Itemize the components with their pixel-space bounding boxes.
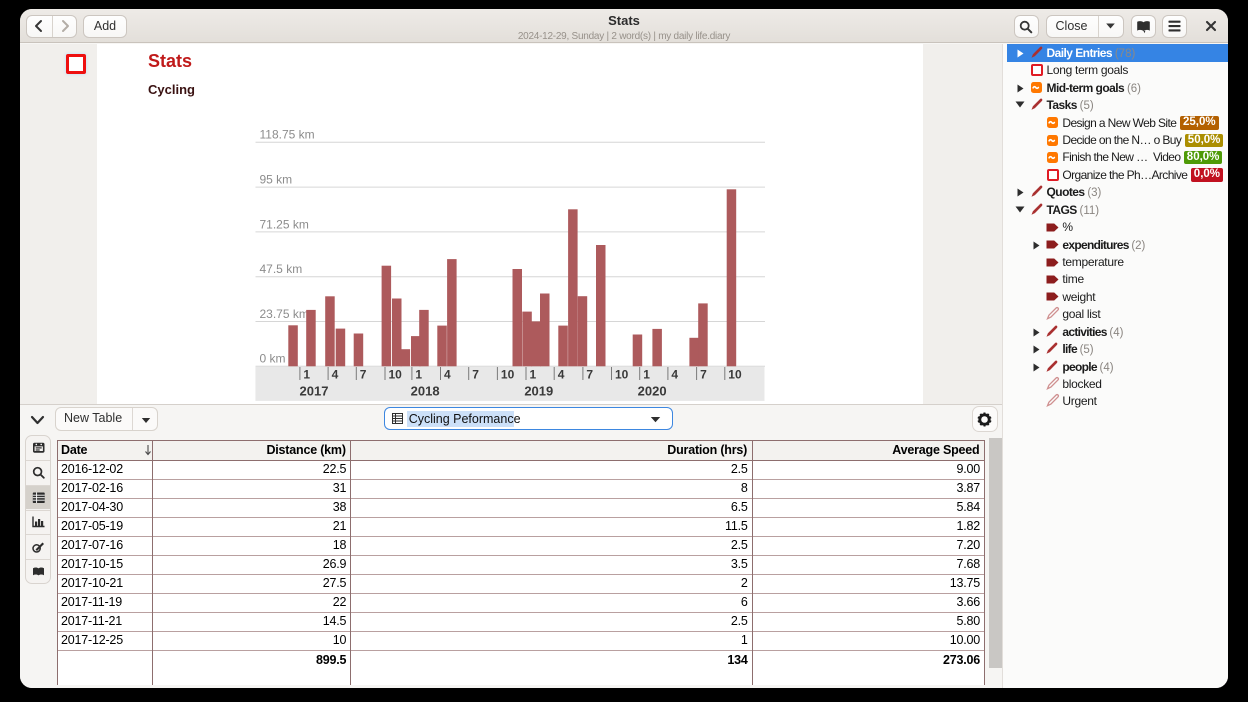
svg-text:95 km: 95 km [260, 173, 293, 187]
svg-text:1: 1 [530, 368, 537, 382]
svg-text:118.75 km: 118.75 km [260, 128, 315, 142]
svg-text:23.75 km: 23.75 km [260, 307, 309, 321]
svg-text:2017: 2017 [300, 384, 329, 399]
svg-text:7: 7 [472, 368, 479, 382]
svg-text:4: 4 [332, 368, 339, 382]
svg-text:10: 10 [615, 368, 629, 382]
svg-text:2020: 2020 [638, 384, 667, 399]
svg-text:47.5 km: 47.5 km [260, 262, 303, 276]
svg-text:4: 4 [671, 368, 678, 382]
svg-text:7: 7 [700, 368, 707, 382]
svg-text:4: 4 [558, 368, 565, 382]
svg-text:71.25 km: 71.25 km [260, 217, 309, 231]
svg-text:4: 4 [444, 368, 451, 382]
svg-text:1: 1 [643, 368, 650, 382]
svg-text:10: 10 [728, 368, 742, 382]
svg-text:2019: 2019 [524, 384, 553, 399]
svg-text:7: 7 [360, 368, 367, 382]
svg-text:0 km: 0 km [260, 352, 286, 366]
svg-text:10: 10 [501, 368, 515, 382]
svg-text:1: 1 [415, 368, 422, 382]
svg-text:1: 1 [303, 368, 310, 382]
svg-text:7: 7 [586, 368, 593, 382]
svg-text:2018: 2018 [411, 384, 440, 399]
svg-text:10: 10 [389, 368, 403, 382]
